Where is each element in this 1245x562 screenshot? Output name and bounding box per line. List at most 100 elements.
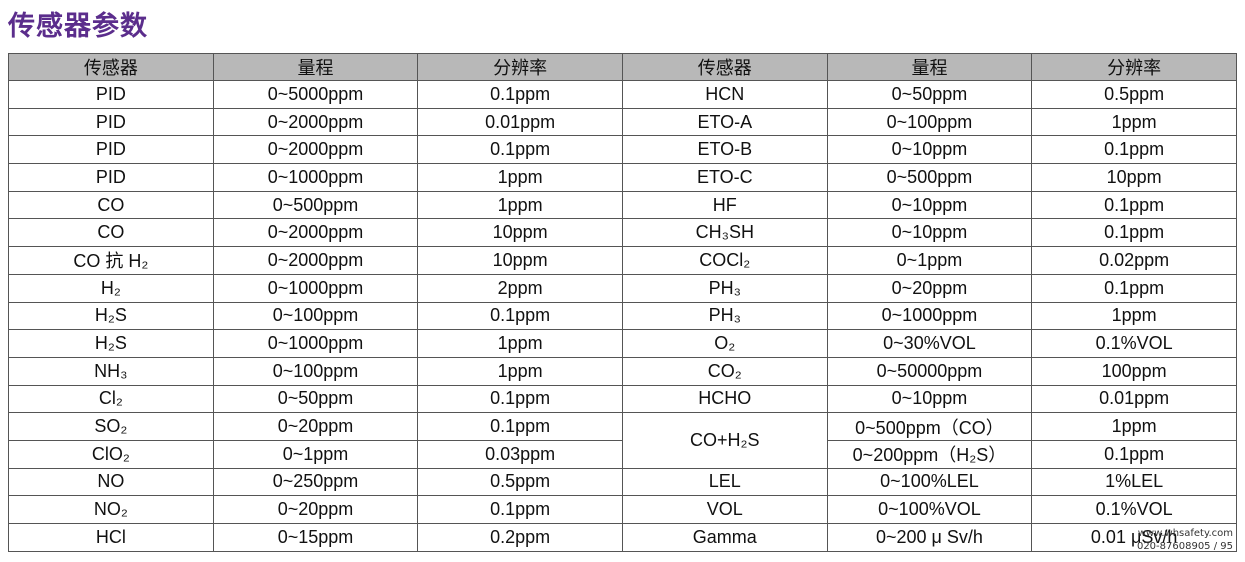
- table-cell: O₂: [621, 329, 828, 358]
- table-cell: CO: [8, 218, 214, 248]
- watermark: www.whsafety.com: [1137, 528, 1233, 539]
- table-cell: 0.5ppm: [1031, 80, 1237, 109]
- table-cell: ClO₂: [8, 439, 214, 469]
- table-row: H₂S 0~100ppm 0.1ppm PH₃ 0~1000ppm 1ppm: [8, 301, 1237, 331]
- table-row: PID 0~1000ppm 1ppm ETO-C 0~500ppm 10ppm: [8, 163, 1237, 192]
- table-cell: 0.1ppm: [1031, 273, 1237, 303]
- header-cell: 传感器: [621, 53, 828, 81]
- table-cell: 0.02ppm: [1031, 246, 1237, 275]
- table-cell: 0.1ppm: [1031, 218, 1237, 248]
- table-cell: 0~5000ppm: [212, 80, 419, 109]
- table-cell: Gamma: [621, 523, 828, 552]
- table-cell: 0~1000ppm: [212, 273, 419, 303]
- table-cell: 10ppm: [417, 218, 623, 248]
- table-cell: PID: [8, 80, 214, 109]
- table-row: H₂S 0~1000ppm 1ppm O₂ 0~30%VOL 0.1%VOL: [8, 329, 1237, 358]
- table-cell: 0~100%LEL: [826, 467, 1033, 497]
- table-row: NO₂ 0~20ppm 0.1ppm VOL 0~100%VOL 0.1%VOL: [8, 495, 1237, 524]
- header-cell: 量程: [826, 53, 1033, 81]
- table-row: H₂ 0~1000ppm 2ppm PH₃ 0~20ppm 0.1ppm: [8, 273, 1237, 303]
- table-cell: 0~10ppm: [826, 135, 1033, 165]
- table-cell: 0~2000ppm: [212, 218, 419, 248]
- table-cell: ETO-A: [621, 107, 828, 137]
- table-cell: 10ppm: [1031, 163, 1237, 192]
- table-cell: 0~2000ppm: [212, 135, 419, 165]
- table-cell: 1ppm: [417, 356, 623, 386]
- table-cell: 0~1ppm: [212, 439, 419, 469]
- table-cell: 0~100ppm: [826, 107, 1033, 137]
- table-cell: 0~500ppm: [212, 190, 419, 220]
- table-cell: 0~200ppm（H₂S）: [826, 439, 1033, 469]
- table-cell: 1ppm: [417, 329, 623, 358]
- table-cell: 0.01ppm: [1031, 384, 1237, 414]
- header-row: 传感器 量程 分辨率 传感器 量程 分辨率: [8, 53, 1237, 81]
- table-row: CO 0~500ppm 1ppm HF 0~10ppm 0.1ppm: [8, 190, 1237, 220]
- table-cell: PH₃: [621, 273, 828, 303]
- table-cell: 0~1000ppm: [212, 329, 419, 358]
- table-cell: 1ppm: [417, 190, 623, 220]
- table-cell: 0~10ppm: [826, 384, 1033, 414]
- table-cell: PID: [8, 163, 214, 192]
- table-row: PID 0~2000ppm 0.1ppm ETO-B 0~10ppm 0.1ppm: [8, 135, 1237, 165]
- table-cell: VOL: [621, 495, 828, 524]
- table-cell: 1ppm: [417, 163, 623, 192]
- table-cell: 0~1ppm: [826, 246, 1033, 275]
- table-row: PID 0~2000ppm 0.01ppm ETO-A 0~100ppm 1ppm: [8, 107, 1237, 137]
- table-cell: 0~10ppm: [826, 218, 1033, 248]
- title: 传感器参数: [8, 11, 148, 42]
- table-cell: 0~100ppm: [212, 356, 419, 386]
- table-cell: H₂S: [8, 329, 214, 358]
- table-row: SO₂ 0~20ppm 0.1ppm CO+H₂S 0~500ppm（CO） 1ppm: [8, 412, 1237, 469]
- table-cell: 0.5ppm: [417, 467, 623, 497]
- sensor-table: 传感器 量程 分辨率 传感器 量程 分辨率 PID 0~5000ppm 0.1ppm HCN 0~5…: [8, 53, 1237, 552]
- table-row: PID 0~5000ppm 0.1ppm HCN 0~50ppm 0.5ppm: [8, 80, 1237, 109]
- table-cell: 10ppm: [417, 246, 623, 275]
- table-cell: Cl₂: [8, 384, 214, 414]
- table-cell: 0~2000ppm: [212, 107, 419, 137]
- table-cell: 0.1ppm: [417, 495, 623, 524]
- table-cell: H₂: [8, 273, 214, 303]
- table-row: ClO₂ 0~1ppm 0.03ppm 0~200ppm（H₂S） 0.1ppm: [8, 439, 1237, 469]
- table-cell: 0~10ppm: [826, 190, 1033, 220]
- table-cell: CO+H₂S: [621, 412, 828, 469]
- table-cell: 0~200 μ Sv/h: [826, 523, 1033, 552]
- table-cell: 2ppm: [417, 273, 623, 303]
- table-row: Cl₂ 0~50ppm 0.1ppm HCHO 0~10ppm 0.01ppm: [8, 384, 1237, 414]
- table-cell: HF: [621, 190, 828, 220]
- table-cell: 0~20ppm: [212, 495, 419, 524]
- table-row: HCl 0~15ppm 0.2ppm Gamma 0~200 μ Sv/h 0.01 μS…: [8, 523, 1237, 552]
- table-cell: HCN: [621, 80, 828, 109]
- table-cell: 0.1ppm: [1031, 135, 1237, 165]
- table-cell: 0~500ppm: [826, 163, 1033, 192]
- table-cell: 0.1ppm: [417, 80, 623, 109]
- table-cell: HCl: [8, 523, 214, 552]
- table-cell: 0~1000ppm: [212, 163, 419, 192]
- table-cell: CO 抗 H₂: [8, 246, 214, 275]
- table-cell: 0.1ppm: [417, 412, 623, 441]
- table-cell: LEL: [621, 467, 828, 497]
- header-cell: 分辨率: [1031, 53, 1237, 81]
- table-cell: ETO-B: [621, 135, 828, 165]
- table-cell: CO: [8, 190, 214, 220]
- table-row: NH₃ 0~100ppm 1ppm CO₂ 0~50000ppm 100ppm: [8, 356, 1237, 386]
- table-row: NO 0~250ppm 0.5ppm LEL 0~100%LEL 1%LEL: [8, 467, 1237, 497]
- table-cell: 0.03ppm: [417, 439, 623, 469]
- header-cell: 传感器: [8, 53, 214, 81]
- table-cell: NH₃: [8, 356, 214, 386]
- table-cell: 0~100%VOL: [826, 495, 1033, 524]
- table-cell: 1ppm: [1031, 301, 1237, 331]
- table-cell: H₂S: [8, 301, 214, 331]
- table-cell: 0~50ppm: [826, 80, 1033, 109]
- header-cell: 量程: [212, 53, 419, 81]
- table-cell: CO₂: [621, 356, 828, 386]
- table-cell: PH₃: [621, 301, 828, 331]
- table-cell: PID: [8, 135, 214, 165]
- table-cell: 0~50000ppm: [826, 356, 1033, 386]
- table-cell: 0.1%VOL: [1031, 495, 1237, 524]
- table-cell: 0~2000ppm: [212, 246, 419, 275]
- table-cell: COCl₂: [621, 246, 828, 275]
- table-cell: 0.1ppm: [417, 301, 623, 331]
- table-cell: 1%LEL: [1031, 467, 1237, 497]
- table-cell: 0~30%VOL: [826, 329, 1033, 358]
